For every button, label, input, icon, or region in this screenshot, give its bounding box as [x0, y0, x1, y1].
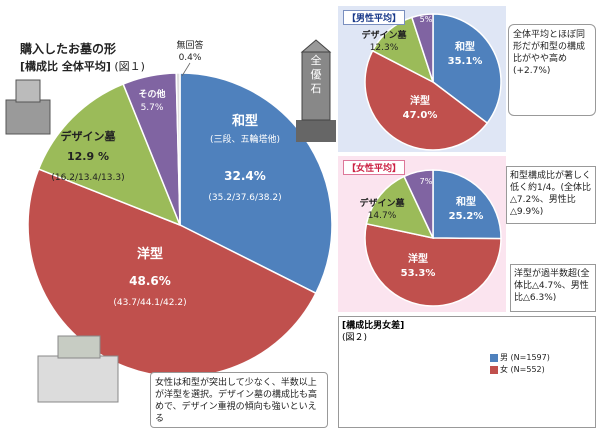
main-slice-2: [37, 83, 182, 227]
main-value-wa: 32.4%: [224, 169, 266, 183]
bar-chart-title: [構成比男女差]: [342, 321, 405, 331]
legend-female-swatch: [490, 365, 498, 374]
stone-char-2: 石: [311, 82, 322, 95]
female-value-design: 14.7%: [368, 211, 397, 221]
female-label-you: 洋型: [408, 252, 428, 265]
japanese-tombstone-icon: [296, 39, 336, 142]
female-slice-1: [364, 222, 502, 307]
traditional-grave-icon: [5, 79, 51, 135]
main-label-other: その他: [138, 88, 165, 100]
female-wa-note: 和型構成比が著しく低く約1/4。(全体比△7.2%、男性比△9.9%): [506, 166, 596, 224]
main-detail-design: (16.2/13.4/13.3): [51, 173, 124, 183]
female-label-design: デザイン墓: [359, 197, 405, 209]
main-value-you: 48.6%: [129, 274, 171, 288]
female-value-wa: 25.2%: [449, 211, 484, 222]
male-slice-3: [410, 13, 434, 83]
wgrave-stone: [57, 335, 101, 359]
female-you-note-text: 洋型が過半数超(全体比△4.7%、男性比△6.3%): [514, 269, 590, 303]
legend-male-swatch: [490, 353, 498, 362]
tomb-top: [300, 39, 332, 53]
chart-subtitle: [構成比 全体平均] (図１): [20, 58, 145, 74]
main-sub-wa: (三段、五輪塔他): [210, 133, 280, 145]
male-label: 【男性平均】: [343, 10, 406, 25]
grave-stone: [15, 79, 41, 103]
female-value-you: 53.3%: [401, 268, 436, 279]
stone-char-1: 優: [311, 68, 322, 81]
main-label-design: デザイン墓: [61, 129, 117, 143]
stone-char-0: 全: [311, 53, 322, 67]
female-slice-2: [365, 175, 435, 240]
main-detail-wa: (35.2/37.6/38.2): [208, 193, 281, 203]
legend-female-label: 女 (N=552): [500, 365, 545, 374]
bar-chart-fig: (図２): [342, 333, 368, 343]
chart-title: 購入したお墓の形: [20, 42, 117, 56]
legend-male-label: 男 (N=1597): [500, 353, 550, 362]
female-value-other: 7%: [420, 177, 433, 186]
male-note-text: 全体平均とほぼ同形だが和型の構成比がやや高め(+2.7%): [513, 30, 586, 76]
bottom-note-text: 女性は和型が突出して少なく、半数以上が洋型を選択。デザイン墓の構成比も高めで、デ…: [155, 378, 318, 424]
male-slice-0: [432, 13, 502, 125]
male-value-design: 12.3%: [370, 43, 399, 53]
bottom-note: 女性は和型が突出して少なく、半数以上が洋型を選択。デザイン墓の構成比も高めで、デ…: [150, 372, 328, 428]
female-label: 【女性平均】: [343, 160, 406, 175]
main-label-you: 洋型: [137, 246, 163, 262]
legend-male: 男 (N=1597): [490, 352, 550, 363]
main-value-other: 5.7%: [141, 103, 164, 113]
female-wa-note-text: 和型構成比が著しく低く約1/4。(全体比△7.2%、男性比△9.9%): [510, 171, 592, 217]
main-label-wa: 和型: [232, 113, 258, 129]
male-label-design: デザイン墓: [361, 29, 407, 41]
female-slice-3: [403, 169, 434, 239]
bar-chart-box: [338, 316, 596, 428]
female-slice-0: [432, 169, 502, 240]
main-label-none: 無回答: [176, 39, 203, 51]
female-you-note: 洋型が過半数超(全体比△4.7%、男性比△6.3%): [510, 264, 596, 312]
western-grave-icon: [37, 335, 119, 403]
subtitle-bold: [構成比 全体平均]: [20, 60, 111, 73]
main-value-none: 0.4%: [179, 53, 202, 63]
wgrave-base: [37, 355, 119, 403]
male-label-wa: 和型: [454, 40, 475, 53]
main-slice-0: [179, 72, 333, 295]
male-value-wa: 35.1%: [448, 56, 483, 67]
male-label-you: 洋型: [410, 94, 430, 107]
male-value-other: 5%: [420, 15, 433, 24]
female-label-wa: 和型: [455, 195, 476, 208]
main-slice-4: [175, 72, 181, 226]
male-value-you: 47.0%: [403, 110, 438, 121]
tomb-base: [296, 120, 336, 142]
grave-base: [5, 99, 51, 135]
none-leader: [181, 62, 191, 77]
main-value-design: 12.9 %: [67, 150, 109, 163]
subtitle-fig: (図１): [114, 60, 145, 73]
main-detail-you: (43.7/44.1/42.2): [113, 298, 186, 308]
male-note: 全体平均とほぼ同形だが和型の構成比がやや高め(+2.7%): [508, 24, 596, 116]
male-slice-1: [364, 49, 489, 151]
legend-female: 女 (N=552): [490, 364, 545, 375]
